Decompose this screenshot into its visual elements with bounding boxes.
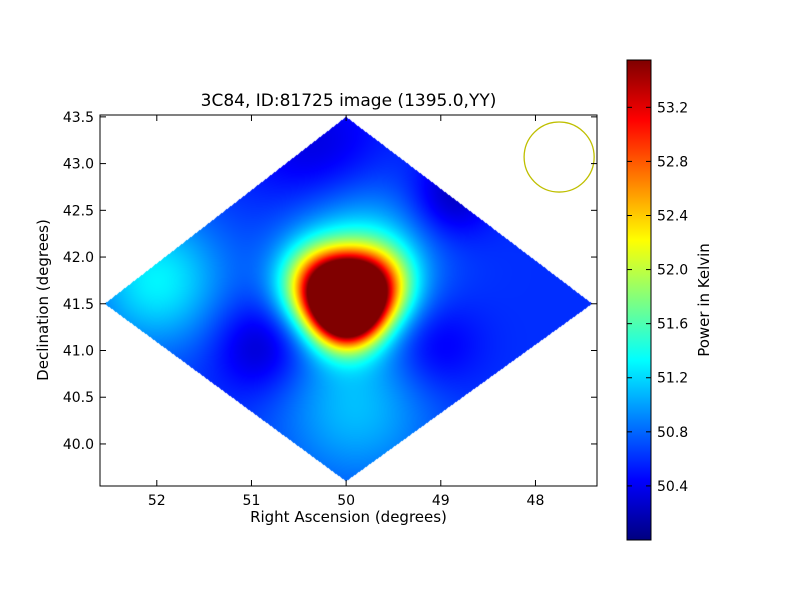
x-tick-label: 51	[243, 493, 261, 509]
colorbar-ticks: 50.4 50.8 51.2 51.6 52.0 52.4 52.8 53.2	[627, 100, 688, 495]
y-tick-label: 40.0	[63, 437, 94, 453]
colorbar-tick-label: 50.8	[657, 425, 688, 441]
colorbar-tick-label: 52.8	[657, 154, 688, 170]
chart-title: 3C84, ID:81725 image (1395.0,YY)	[201, 91, 497, 111]
heatmap-image	[100, 115, 597, 486]
x-tick-label: 48	[527, 493, 545, 509]
y-axis-ticks: 43.5 43.0 42.5 42.0 41.5 41.0 40.5 40.0	[63, 110, 597, 453]
colorbar-tick-label: 53.2	[657, 100, 688, 116]
y-tick-label: 40.5	[63, 390, 94, 406]
colorbar-tick-label: 51.2	[657, 371, 688, 387]
y-tick-label: 43.0	[63, 157, 94, 173]
y-axis-label: Declination (degrees)	[34, 219, 52, 381]
x-tick-label: 49	[432, 493, 450, 509]
y-tick-label: 42.5	[63, 203, 94, 219]
colorbar-tick-label: 50.4	[657, 479, 688, 495]
colorbar-tick-label: 52.4	[657, 208, 688, 224]
x-axis-ticks: 52 51 50 49 48	[148, 115, 544, 509]
x-tick-label: 50	[337, 493, 355, 509]
y-tick-label: 43.5	[63, 110, 94, 126]
colorbar-tick-label: 51.6	[657, 317, 688, 333]
colorbar-tick-label: 52.0	[657, 263, 688, 279]
colorbar: 50.4 50.8 51.2 51.6 52.0 52.4 52.8 53.2 Power i…	[626, 59, 713, 541]
y-tick-label: 41.5	[63, 297, 94, 313]
colorbar-gradient	[626, 59, 652, 541]
colorbar-label: Power in Kelvin	[695, 243, 713, 357]
beam-circle	[523, 121, 595, 193]
x-tick-label: 52	[148, 493, 166, 509]
y-tick-label: 41.0	[63, 343, 94, 359]
plot-frame	[99, 114, 598, 487]
y-tick-label: 42.0	[63, 250, 94, 266]
x-axis-label: Right Ascension (degrees)	[250, 508, 447, 526]
plot-area: 52 51 50 49 48 43.543.042.542.041.541.040.54…	[63, 110, 598, 509]
